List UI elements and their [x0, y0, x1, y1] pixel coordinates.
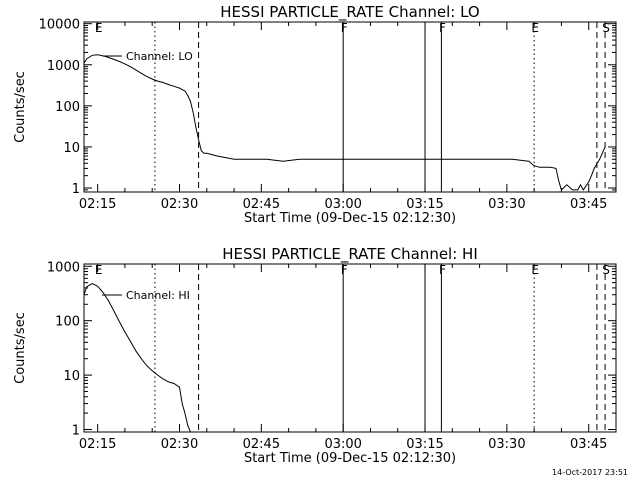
chart-title: HESSI PARTICLE_RATE Channel: HI	[222, 245, 478, 264]
x-tick-label: 03:45	[570, 197, 607, 212]
y-tick-label: 1	[72, 182, 80, 197]
plot-frame	[83, 263, 617, 433]
y-axis-label: Counts/sec	[13, 312, 28, 384]
x-tick-label: 03:30	[488, 437, 525, 452]
x-tick-label: 03:45	[570, 437, 607, 452]
x-tick-label: 02:30	[161, 197, 198, 212]
x-axis-label: Start Time (09-Dec-15 02:12:30)	[244, 451, 456, 466]
y-tick-label: 10	[63, 141, 80, 156]
y-tick-label: 1000	[47, 59, 80, 74]
x-tick-label: 02:45	[243, 197, 280, 212]
x-axis-label: Start Time (09-Dec-15 02:12:30)	[244, 211, 456, 226]
flag-label: F	[439, 21, 446, 35]
x-tick-label: 02:45	[243, 437, 280, 452]
x-tick-label: 03:00	[324, 197, 361, 212]
y-tick-label: 1000	[47, 260, 80, 275]
flag-label: E	[531, 21, 539, 35]
y-tick-label: 100	[55, 315, 80, 330]
y-axis-label: Counts/sec	[13, 71, 28, 143]
flag-label: F	[341, 263, 348, 277]
flag-label: E	[531, 263, 539, 277]
legend-label: Channel: HI	[126, 289, 190, 302]
flag-label: S	[602, 263, 610, 277]
y-tick-label: 10000	[39, 18, 80, 33]
x-tick-label: 02:30	[161, 437, 198, 452]
plot-frame	[83, 21, 617, 193]
x-tick-label: 03:30	[488, 197, 525, 212]
y-tick-label: 10	[63, 369, 80, 384]
series-line	[83, 283, 191, 433]
flag-label: E	[95, 21, 103, 35]
legend-label: Channel: LO	[126, 50, 193, 63]
x-tick-label: 03:15	[406, 197, 443, 212]
x-tick-label: 02:15	[79, 437, 116, 452]
chart-title: HESSI PARTICLE_RATE Channel: LO	[220, 3, 479, 22]
y-tick-label: 1	[72, 424, 80, 439]
x-tick-label: 02:15	[79, 197, 116, 212]
flag-label: F	[439, 263, 446, 277]
flag-label: S	[602, 21, 610, 35]
flag-label: F	[341, 21, 348, 35]
flag-label: E	[95, 263, 103, 277]
series-line	[83, 54, 606, 191]
x-tick-label: 03:00	[324, 437, 361, 452]
plot-date-stamp: 14-Oct-2017 23:51	[552, 468, 628, 477]
x-tick-label: 03:15	[406, 437, 443, 452]
y-tick-label: 100	[55, 100, 80, 115]
